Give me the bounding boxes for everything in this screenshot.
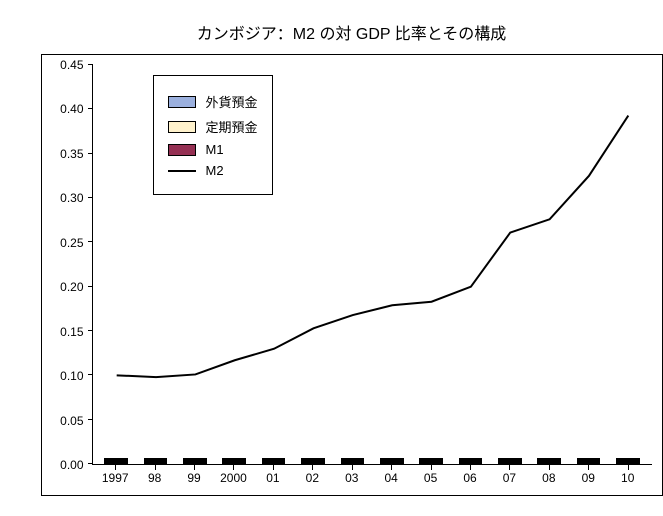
legend-swatch-icon xyxy=(168,121,196,133)
bar-segment-m1 xyxy=(616,462,640,464)
y-tick-label: 0.10 xyxy=(60,369,83,383)
x-tick-label: 99 xyxy=(174,465,213,495)
y-tick-mark xyxy=(88,64,93,65)
y-tick-label: 0.35 xyxy=(60,147,83,161)
bar-segment-m1 xyxy=(459,462,483,464)
bar-segment-m1 xyxy=(537,462,561,464)
x-axis: 19979899200001020304050607080910 xyxy=(92,465,652,495)
bar-column xyxy=(411,65,450,464)
bar-stack xyxy=(222,458,246,464)
bar-segment-m1 xyxy=(341,462,365,464)
legend: 外貨預金定期預金 M1 M2 xyxy=(153,75,273,195)
plot-area-border: 0.00 0.05 0.10 0.15 0.20 0.25 0.30 0.35 0.40 0.45… xyxy=(41,54,663,496)
bar-segment-m1 xyxy=(380,462,404,464)
legend-swatch-icon xyxy=(168,144,196,156)
bar-stack xyxy=(341,458,365,464)
y-tick-label: 0.30 xyxy=(60,191,83,205)
x-tick-label: 10 xyxy=(608,465,647,495)
y-tick-mark xyxy=(88,197,93,198)
bar-column xyxy=(569,65,608,464)
bar-segment-m1 xyxy=(498,462,522,464)
bar-column xyxy=(372,65,411,464)
y-tick-label: 0.05 xyxy=(60,414,83,428)
bar-column xyxy=(451,65,490,464)
legend-label: M2 xyxy=(206,163,224,178)
bar-segment-m1 xyxy=(419,462,443,464)
bar-stack xyxy=(616,458,640,464)
chart-title: カンボジア：M2 の対 GDP 比率とその構成 xyxy=(20,20,663,44)
x-tick-label: 01 xyxy=(253,465,292,495)
bar-column xyxy=(529,65,568,464)
bar-column xyxy=(608,65,647,464)
x-tick-label: 1997 xyxy=(96,465,135,495)
legend-label: M1 xyxy=(206,142,224,157)
legend-item: M1 xyxy=(168,142,258,157)
y-tick-mark xyxy=(88,374,93,375)
bar-segment-m1 xyxy=(577,462,601,464)
legend-label: 外貨預金 xyxy=(206,92,258,111)
bar-segment-m1 xyxy=(104,462,128,464)
bar-stack xyxy=(498,458,522,464)
y-tick-mark xyxy=(88,241,93,242)
bar-stack xyxy=(301,458,325,464)
bar-column xyxy=(333,65,372,464)
y-tick-mark xyxy=(88,463,93,464)
bar-stack xyxy=(419,458,443,464)
bar-stack xyxy=(537,458,561,464)
bar-stack xyxy=(380,458,404,464)
bar-segment-m1 xyxy=(222,462,246,464)
y-tick-label: 0.00 xyxy=(60,458,83,472)
legend-swatch-icon xyxy=(168,96,196,108)
legend-line-icon xyxy=(168,170,196,172)
x-tick-label: 09 xyxy=(569,465,608,495)
plot-area: 外貨預金定期預金 M1 M2 xyxy=(92,65,652,465)
bar-segment-m1 xyxy=(301,462,325,464)
y-tick-mark xyxy=(88,153,93,154)
bar-stack xyxy=(262,458,286,464)
y-tick-mark xyxy=(88,419,93,420)
y-tick-label: 0.20 xyxy=(60,280,83,294)
y-tick-mark xyxy=(88,108,93,109)
legend-item: M2 xyxy=(168,163,258,178)
x-tick-label: 06 xyxy=(450,465,489,495)
bar-segment-m1 xyxy=(183,462,207,464)
bar-stack xyxy=(144,458,168,464)
chart-container: カンボジア：M2 の対 GDP 比率とその構成 0.00 0.05 0.10 0.15… xyxy=(20,20,663,496)
bar-column xyxy=(490,65,529,464)
legend-item: 外貨預金 xyxy=(168,92,258,111)
y-tick-label: 0.25 xyxy=(60,236,83,250)
legend-item: 定期預金 xyxy=(168,117,258,136)
bar-stack xyxy=(459,458,483,464)
x-tick-label: 08 xyxy=(529,465,568,495)
x-tick-label: 07 xyxy=(490,465,529,495)
x-tick-label: 98 xyxy=(135,465,174,495)
y-tick-label: 0.45 xyxy=(60,58,83,72)
bar-column xyxy=(293,65,332,464)
x-tick-label: 2000 xyxy=(214,465,253,495)
bar-segment-m1 xyxy=(144,462,168,464)
bar-stack xyxy=(183,458,207,464)
bar-stack xyxy=(577,458,601,464)
y-tick-label: 0.40 xyxy=(60,102,83,116)
bar-stack xyxy=(104,458,128,464)
y-axis: 0.000.050.100.150.200.250.300.350.400.45 xyxy=(42,65,92,465)
y-tick-mark xyxy=(88,330,93,331)
x-tick-label: 05 xyxy=(411,465,450,495)
y-tick-label: 0.15 xyxy=(60,325,83,339)
y-tick-mark xyxy=(88,286,93,287)
bar-segment-m1 xyxy=(262,462,286,464)
x-tick-label: 04 xyxy=(371,465,410,495)
x-tick-label: 02 xyxy=(293,465,332,495)
legend-label: 定期預金 xyxy=(206,117,258,136)
x-tick-label: 03 xyxy=(332,465,371,495)
bar-column xyxy=(97,65,136,464)
